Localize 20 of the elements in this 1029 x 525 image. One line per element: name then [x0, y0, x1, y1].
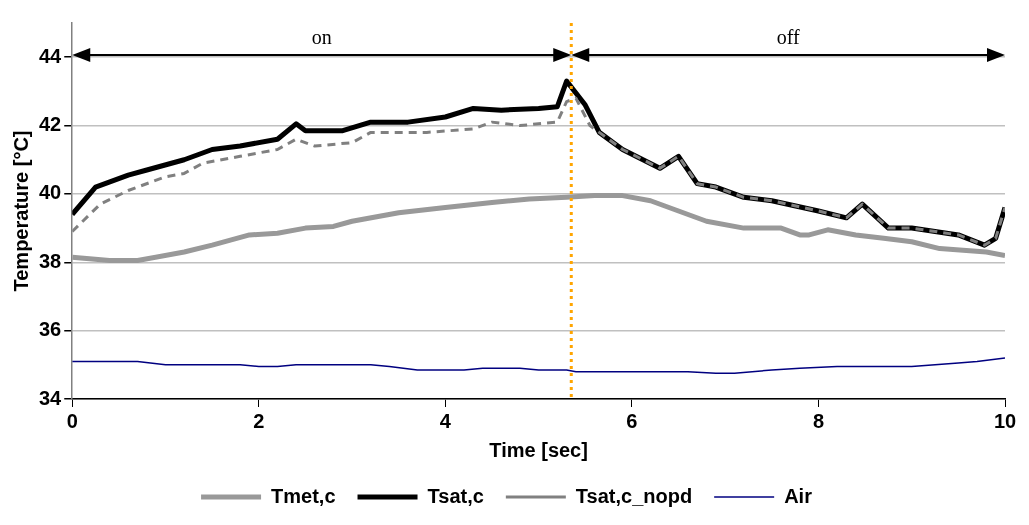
y-tick-label: 38: [39, 249, 62, 272]
y-tick-label: 44: [39, 44, 63, 67]
x-tick-label: 4: [439, 409, 452, 432]
legend-label: Tsat,c_nopd: [575, 484, 693, 507]
legend-label: Tsat,c: [427, 484, 484, 507]
y-tick-label: 40: [39, 181, 62, 204]
legend-label: Tmet,c: [271, 484, 336, 507]
y-tick-label: 34: [39, 386, 63, 409]
legend-label: Air: [784, 484, 813, 507]
x-tick-label: 10: [993, 409, 1017, 432]
annotation: off: [776, 26, 800, 49]
x-tick-label: 6: [626, 409, 638, 432]
y-axis-title: Temperature [°C]: [9, 130, 32, 292]
x-tick-label: 2: [253, 409, 265, 432]
x-tick-label: 0: [66, 409, 78, 432]
x-tick-label: 8: [812, 409, 825, 432]
y-tick-label: 42: [39, 113, 62, 136]
x-axis-title: Time [sec]: [489, 438, 588, 461]
y-tick-label: 36: [39, 318, 62, 341]
annotation: on: [311, 26, 332, 49]
